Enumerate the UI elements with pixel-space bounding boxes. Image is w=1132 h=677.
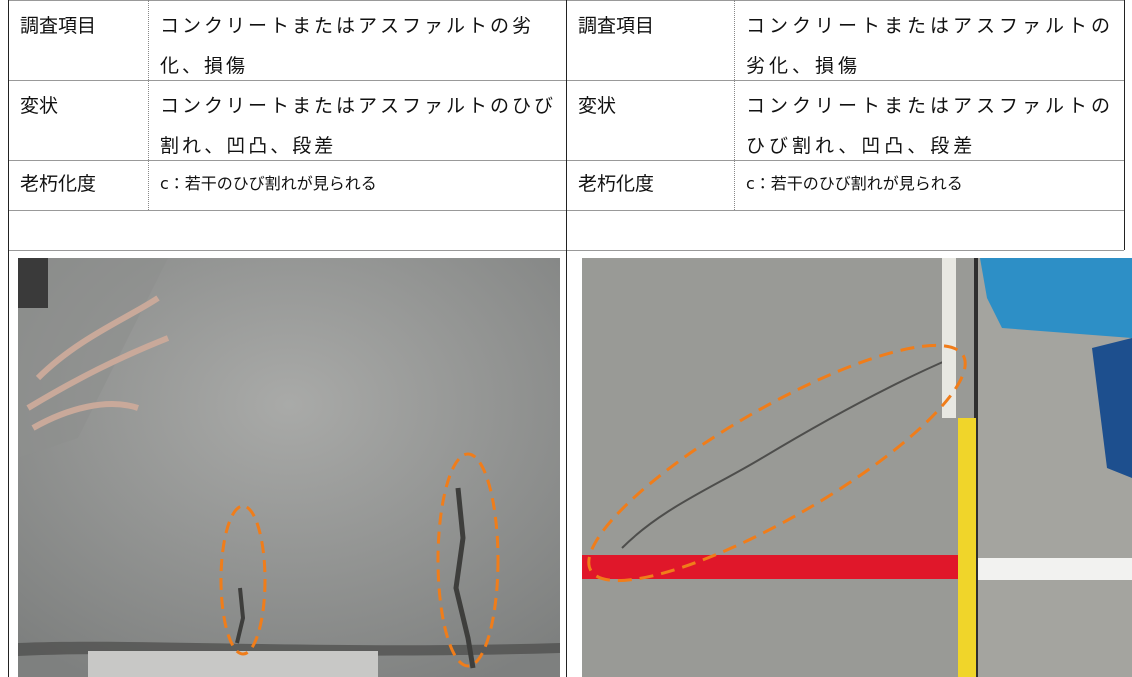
crack [453, 487, 476, 669]
rule [566, 0, 567, 677]
marker-ellipse [219, 504, 267, 656]
value-cell: c：若干のひび割れが見られる [746, 174, 963, 193]
crack [621, 357, 953, 549]
value-cell: コンクリートまたはアスファルトのひび割れ、凹凸、段差 [160, 95, 557, 157]
value-cell: コンクリートまたはアスファルトの劣化、損傷 [160, 15, 535, 77]
label-cell: 調査項目 [20, 15, 97, 37]
label-cell: 老朽化度 [578, 173, 655, 195]
rule [1124, 0, 1125, 250]
deck-edge [18, 258, 168, 458]
yellow-tape [958, 418, 976, 677]
rule [8, 0, 9, 677]
label-cell: 調査項目 [578, 15, 655, 37]
rule [734, 0, 735, 210]
blue-box [980, 258, 1132, 338]
label-cell: 変状 [20, 95, 59, 117]
marker-ellipse [436, 452, 500, 668]
crack [235, 587, 246, 644]
value-cell: コンクリートまたはアスファルトの劣化、損傷 [746, 15, 1115, 77]
marker-ellipse [587, 343, 967, 583]
steel-plate [88, 651, 378, 677]
label-cell: 変状 [578, 95, 617, 117]
white-tape [978, 558, 1132, 580]
equipment [18, 258, 48, 308]
white-tape [942, 258, 956, 418]
rule [148, 0, 149, 210]
value-cell: コンクリートまたはアスファルトのひび割れ、凹凸、段差 [746, 95, 1115, 157]
blue-object [1092, 338, 1132, 478]
red-tape [582, 555, 962, 579]
value-cell: c：若干のひび割れが見られる [160, 174, 377, 193]
label-cell: 老朽化度 [20, 173, 97, 195]
rope [26, 295, 170, 431]
photo-right [582, 258, 1132, 677]
photo-left [18, 258, 560, 677]
